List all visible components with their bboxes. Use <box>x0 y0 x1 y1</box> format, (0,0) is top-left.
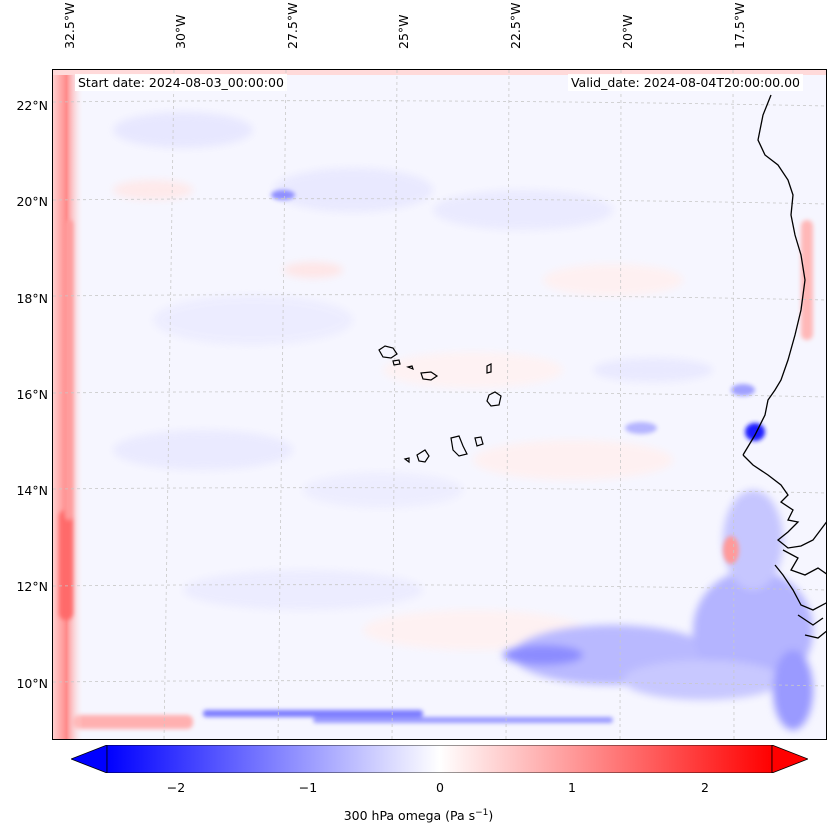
lat-label: 14°N <box>16 483 48 498</box>
lon-label: 30°W <box>173 14 188 49</box>
colorbar-tick: 1 <box>568 780 576 795</box>
lat-label: 12°N <box>16 579 48 594</box>
lat-label: 20°N <box>16 194 48 209</box>
map-panel <box>52 69 827 740</box>
colorbar-tick: −2 <box>166 780 186 795</box>
colorbar-tick: 0 <box>436 780 444 795</box>
lat-label: 16°N <box>16 387 48 402</box>
valid-date-text: Valid_date: 2024-08-04T20:00:00.00 <box>567 74 803 91</box>
start-date-text: Start date: 2024-08-03_00:00:00 <box>75 74 287 91</box>
omega-field <box>53 70 826 739</box>
lon-label: 27.5°W <box>285 2 300 49</box>
lat-label: 10°N <box>16 676 48 691</box>
lon-label: 32.5°W <box>62 2 77 49</box>
lon-label: 17.5°W <box>732 2 747 49</box>
lon-label: 25°W <box>396 14 411 49</box>
lat-label: 18°N <box>16 291 48 306</box>
colorbar-tick: −1 <box>298 780 318 795</box>
lon-label: 22.5°W <box>508 2 523 49</box>
colorbar <box>69 744 810 777</box>
lat-label: 22°N <box>16 98 48 113</box>
colorbar-tick: 2 <box>701 780 709 795</box>
cape-verde-islands <box>378 345 502 464</box>
colorbar-label: 300 hPa omega (Pa s−1) <box>343 808 494 824</box>
lon-label: 20°W <box>620 14 635 49</box>
coastline <box>742 94 826 639</box>
